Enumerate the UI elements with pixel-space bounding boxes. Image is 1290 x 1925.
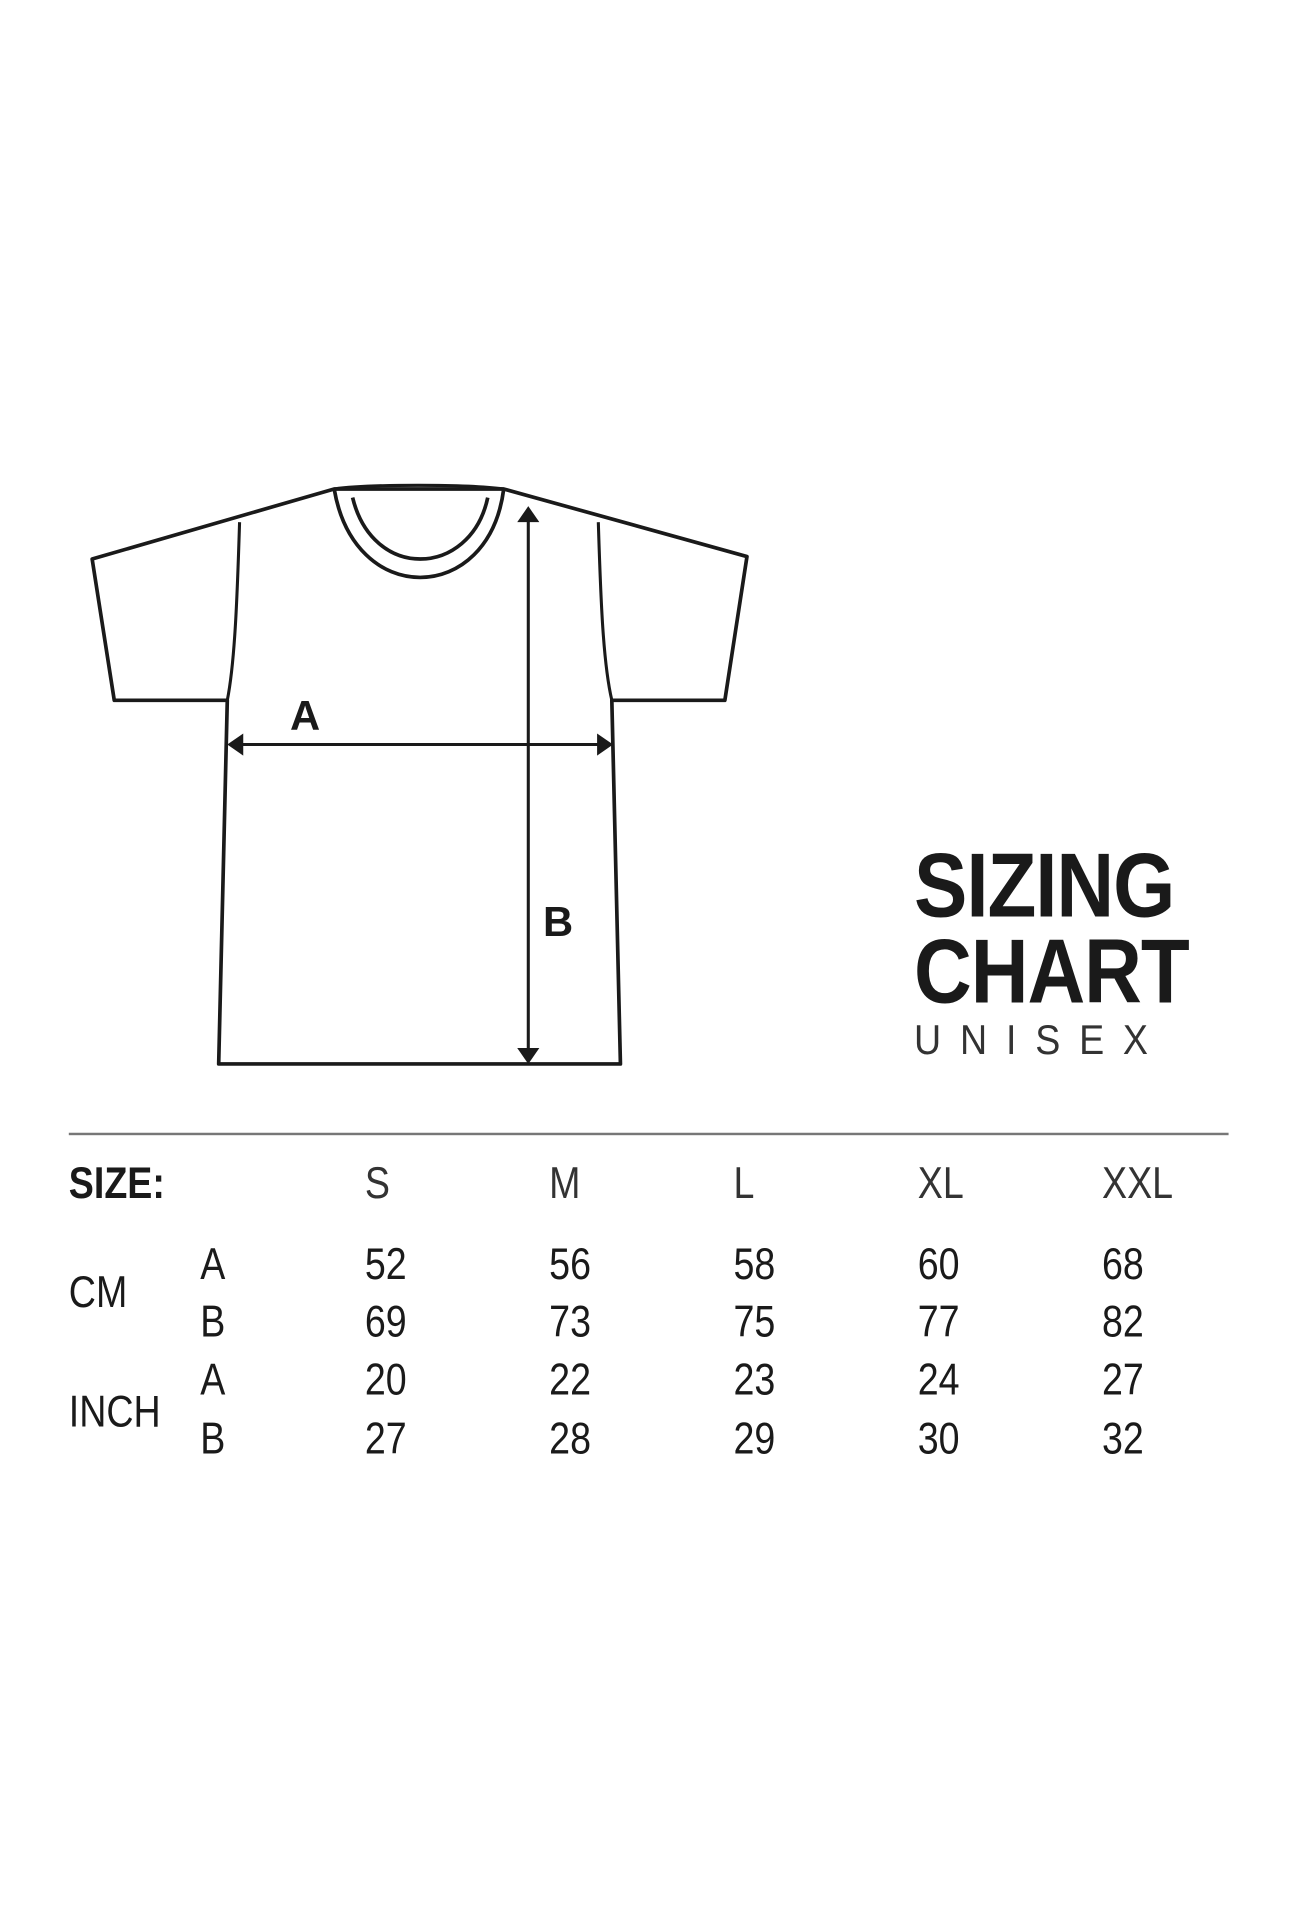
table-cell: 60 (917, 1238, 960, 1289)
table-cell: 82 (1102, 1296, 1144, 1347)
table-cell: 27 (364, 1412, 407, 1464)
measure-label: B (200, 1296, 226, 1347)
size-label: SIZE: (68, 1157, 165, 1208)
title-line-2: CHART (914, 920, 1190, 1023)
arrow-a-head-left (227, 733, 244, 756)
table-cell: 29 (733, 1412, 776, 1464)
size-header-s: S (364, 1157, 390, 1208)
divider (68, 1132, 1229, 1136)
table-cell: 58 (733, 1238, 776, 1289)
measure-label-b: B (543, 899, 574, 946)
arrow-b-head-bottom (517, 1047, 540, 1064)
table-cell: 32 (1102, 1412, 1144, 1464)
table-cell: 28 (549, 1412, 591, 1464)
table-cell: 27 (1102, 1353, 1144, 1405)
table-cell: 68 (1102, 1238, 1144, 1289)
title-line-1: SIZING (914, 834, 1175, 937)
unit-label: CM (68, 1266, 128, 1318)
unit-label: INCH (68, 1385, 161, 1437)
table-cell: 73 (549, 1296, 591, 1347)
size-header-xl: XL (917, 1157, 964, 1208)
measure-label: B (200, 1412, 226, 1464)
measure-label: A (200, 1353, 226, 1405)
size-header-xxl: XXL (1102, 1157, 1174, 1208)
table-cell: 23 (733, 1353, 776, 1405)
arrow-a-head-right (597, 733, 614, 756)
measure-label-a: A (289, 692, 321, 740)
collar-top (333, 483, 504, 491)
measure-label: A (200, 1238, 226, 1289)
table-cell: 22 (549, 1353, 591, 1405)
size-header-m: M (549, 1157, 581, 1208)
arrow-b-head-top (517, 506, 540, 523)
table-cell: 20 (364, 1353, 407, 1405)
table-cell: 69 (364, 1296, 407, 1347)
table-cell: 24 (917, 1353, 960, 1405)
armhole-right (596, 522, 614, 701)
table-cell: 77 (917, 1296, 960, 1347)
subtitle: UNISEX (914, 1017, 1167, 1064)
collar-inner (350, 497, 490, 561)
armhole-left (225, 522, 242, 701)
collar-outer (332, 488, 506, 580)
table-cell: 56 (549, 1238, 591, 1289)
size-header-l: L (733, 1157, 755, 1208)
table-cell: 75 (733, 1296, 776, 1347)
tshirt-outline (90, 487, 749, 1066)
table-cell: 30 (917, 1412, 960, 1464)
table-cell: 52 (364, 1238, 407, 1289)
